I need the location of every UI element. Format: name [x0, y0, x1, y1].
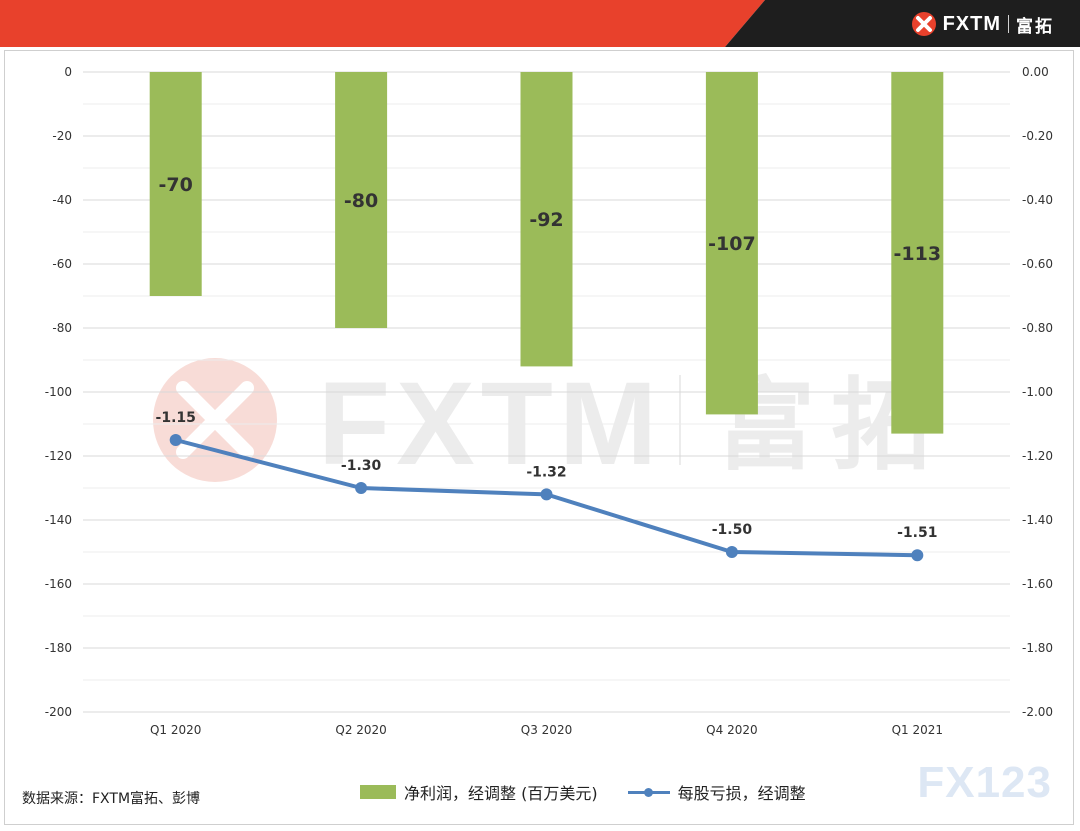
chart-canvas: FXTM 富拓0-20-40-60-80-100-120-140-160-180-… — [45, 65, 1053, 737]
source-note: 数据来源：FXTM富拓、彭博 — [22, 791, 201, 807]
legend-item-net-income: 净利润，经调整 (百万美元) — [360, 780, 598, 804]
y-left-tick-label: -80 — [52, 321, 72, 335]
y-left-tick-label: -180 — [45, 641, 72, 655]
bar-net-income — [335, 72, 388, 328]
bar-net-income — [149, 72, 202, 296]
legend-swatch-bar — [360, 785, 396, 799]
line-point-eps — [540, 488, 553, 501]
y-right-tick-label: -0.60 — [1022, 257, 1053, 271]
y-right-tick-label: -1.00 — [1022, 385, 1053, 399]
header-bar: FXTM 富拓 — [0, 0, 1080, 47]
y-right-tick-label: -1.60 — [1022, 577, 1053, 591]
line-data-label: -1.50 — [712, 522, 753, 538]
y-left-tick-label: -60 — [52, 257, 72, 271]
bar-net-income — [891, 72, 944, 434]
x-tick-label: Q3 2020 — [521, 723, 572, 737]
line-point-eps — [355, 482, 368, 494]
y-right-tick-label: -1.40 — [1022, 513, 1053, 527]
y-left-tick-label: -40 — [52, 193, 72, 207]
brand-logo: FXTM 富拓 — [911, 9, 1054, 39]
y-right-tick-label: -1.20 — [1022, 449, 1053, 463]
bar-data-label: -92 — [529, 209, 563, 231]
chart-legend: 净利润，经调整 (百万美元) 每股亏损，经调整 — [360, 780, 836, 804]
fxtm-logo-icon — [911, 12, 936, 36]
x-tick-label: Q4 2020 — [706, 723, 757, 737]
chart-frame — [4, 50, 1074, 825]
line-data-label: -1.30 — [341, 458, 382, 474]
bar-net-income — [520, 72, 573, 367]
y-right-tick-label: -1.80 — [1022, 641, 1053, 655]
y-right-tick-label: -0.80 — [1022, 321, 1053, 335]
bar-data-label: -113 — [894, 243, 942, 265]
line-point-eps — [169, 434, 182, 446]
y-left-tick-label: 0 — [64, 65, 72, 79]
legend-item-eps: 每股亏损，经调整 — [627, 780, 806, 804]
legend-label-eps: 每股亏损，经调整 — [677, 784, 806, 803]
y-right-tick-label: -0.20 — [1022, 129, 1053, 143]
x-tick-label: Q2 2020 — [335, 723, 386, 737]
brand-name: FXTM — [942, 12, 1001, 35]
legend-swatch-line — [627, 785, 670, 799]
brand-divider — [1008, 15, 1009, 33]
line-data-label: -1.15 — [156, 410, 196, 426]
y-left-tick-label: -140 — [45, 513, 72, 527]
y-right-tick-label: -2.00 — [1022, 705, 1053, 719]
line-data-label: -1.32 — [526, 464, 566, 480]
line-data-label: -1.51 — [897, 525, 937, 541]
y-right-tick-label: 0.00 — [1022, 65, 1049, 79]
y-left-tick-label: -20 — [52, 129, 72, 143]
header-banner — [0, 0, 1080, 47]
legend-label-net-income: 净利润，经调整 (百万美元) — [404, 784, 598, 803]
y-right-tick-label: -0.40 — [1022, 193, 1053, 207]
line-point-eps — [725, 546, 738, 558]
bar-net-income — [705, 72, 758, 415]
bar-data-label: -70 — [159, 174, 193, 196]
bar-data-label: -107 — [708, 233, 756, 255]
y-left-tick-label: -120 — [45, 449, 72, 463]
x-tick-label: Q1 2021 — [892, 723, 943, 737]
y-left-tick-label: -100 — [45, 385, 72, 399]
fx123-watermark: FX123 — [917, 758, 1052, 807]
x-tick-label: Q1 2020 — [150, 723, 201, 737]
line-point-eps — [911, 549, 924, 562]
watermark-logo-cross — [176, 381, 254, 459]
y-left-tick-label: -200 — [45, 705, 72, 719]
brand-name-cn: 富拓 — [1016, 16, 1054, 37]
bar-data-label: -80 — [344, 190, 378, 212]
y-left-tick-label: -160 — [45, 577, 72, 591]
